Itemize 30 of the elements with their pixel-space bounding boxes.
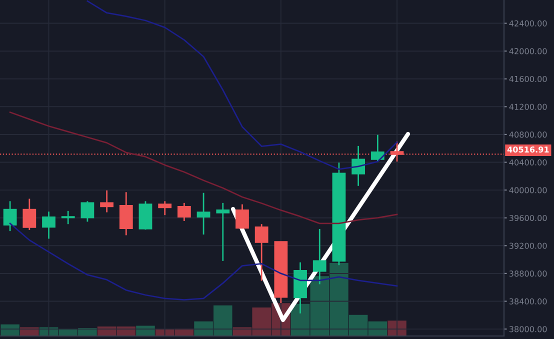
candlestick [22,198,36,231]
candlestick [352,145,366,187]
candlestick [312,228,326,285]
candlestick [254,223,268,282]
ref-line-label: 40516.91 [507,146,549,153]
y-tick-label: 40400.00 [509,159,547,166]
candlestick [119,191,133,236]
y-tick-label: 42400.00 [509,20,547,26]
line-series [9,112,398,224]
candlestick [236,204,249,229]
candlestick [196,192,210,236]
y-tick-label: 41200.00 [509,104,547,110]
y-tick-label: 39600.00 [509,214,547,222]
y-tick-label: 40000.00 [509,187,547,194]
y-tick-label: 38800.00 [509,270,547,277]
y-tick-label: 42000.00 [509,48,547,54]
candlestick [3,200,17,232]
candlestick [216,202,230,262]
y-tick-label: 38400.00 [509,298,547,304]
y-tick-label: 38000.00 [509,326,547,332]
y-tick-label: 39200.00 [509,242,547,249]
candlestick [370,134,384,163]
candlestick [80,200,94,222]
y-tick-label: 41600.00 [509,76,547,82]
candlestick [177,202,191,222]
candlestick [42,210,56,240]
candlestick [61,210,75,225]
candlestick [158,200,172,216]
y-tick-label: 40800.00 [509,132,547,138]
candlestick [100,190,114,213]
